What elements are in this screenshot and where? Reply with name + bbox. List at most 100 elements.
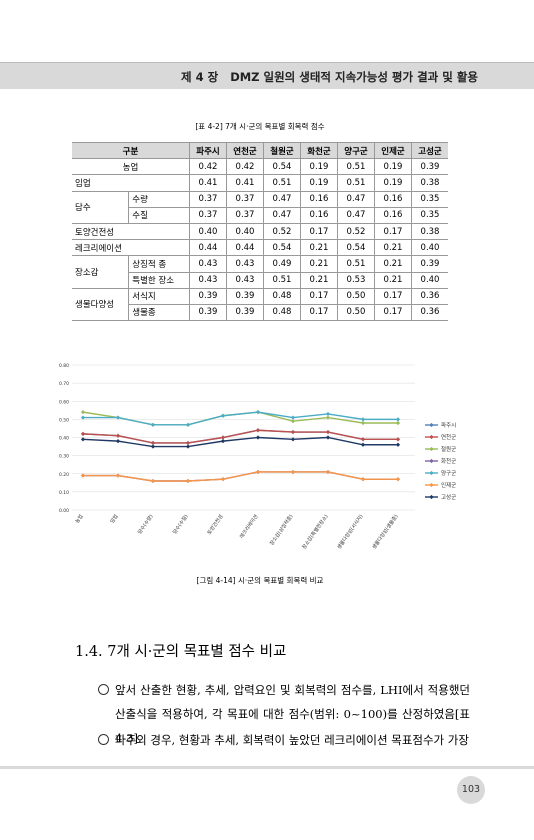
data-point	[360, 437, 366, 442]
score-cell: 0.36	[411, 287, 448, 305]
table-row: 담수 수량 0.37 0.37 0.47 0.16 0.47 0.16 0.35	[72, 190, 448, 224]
score-cell: 0.51	[337, 158, 375, 176]
score-cell: 0.21	[374, 271, 412, 289]
data-point	[150, 440, 156, 446]
score-cell: 0.21	[374, 255, 412, 273]
x-tick-label: 레크리에이션	[238, 513, 260, 540]
legend-label: 파주시	[441, 421, 456, 429]
data-point	[150, 444, 156, 449]
table-row: 수질 0.37 0.37 0.47 0.16 0.47 0.16 0.35	[72, 206, 448, 224]
score-cell: 0.51	[337, 174, 375, 192]
score-cell: 0.16	[374, 206, 412, 224]
score-cell: 0.40	[226, 222, 264, 241]
y-tick-label: 0.10	[59, 490, 69, 496]
data-point	[290, 437, 296, 442]
score-cell: 0.54	[337, 239, 375, 257]
goal-cell: 담수	[72, 190, 130, 224]
goal-cell: 생물다양성	[72, 287, 130, 322]
y-tick-label: 0.60	[59, 399, 69, 405]
data-point	[80, 410, 86, 415]
x-tick-label: 생물다양성(서식지)	[336, 513, 365, 550]
x-tick-label: 장소감(특별한장소)	[301, 513, 330, 550]
data-point	[115, 473, 121, 478]
data-point	[185, 440, 191, 446]
chart: 0.00 0.10 0.20 0.30 0.40 0.50 0.60 0.70 0.80 농업 임업…	[59, 363, 456, 550]
data-point	[150, 478, 156, 484]
score-cell: 0.41	[189, 174, 227, 192]
score-cell: 0.47	[263, 206, 301, 224]
data-point	[80, 431, 86, 436]
column-header: 철원군	[263, 141, 301, 160]
score-cell: 0.39	[411, 255, 448, 273]
data-point	[395, 477, 401, 482]
score-cell: 0.17	[300, 222, 338, 241]
score-cell: 0.16	[300, 190, 338, 208]
data-point	[115, 439, 121, 444]
score-cell: 0.41	[226, 174, 264, 192]
score-cell: 0.53	[337, 271, 375, 289]
header-title: 제 4 장 DMZ 일원의 생태적 지속가능성 평가 결과 및 활용	[181, 70, 478, 84]
score-cell: 0.39	[189, 303, 227, 322]
score-cell: 0.16	[374, 190, 412, 208]
data-point	[325, 429, 331, 435]
score-cell: 0.54	[263, 158, 301, 176]
data-point	[220, 413, 226, 418]
column-header: 화천군	[300, 141, 338, 160]
column-header: 양구군	[337, 141, 375, 160]
score-cell: 0.19	[374, 158, 412, 176]
data-point	[290, 415, 296, 420]
data-point	[80, 415, 86, 420]
column-header: 고성군	[411, 141, 448, 160]
score-cell: 0.49	[263, 255, 301, 273]
data-point	[185, 422, 191, 427]
header-row: 구분 파주시 연천군 철원군 화천군 양구군 인제군 고성군	[72, 141, 448, 160]
header-band: 제 4 장 DMZ 일원의 생태적 지속가능성 평가 결과 및 활용	[0, 62, 534, 89]
x-tick-label: 농업	[74, 513, 85, 525]
series-line	[82, 429, 398, 444]
data-point	[185, 478, 191, 484]
data-point	[395, 417, 401, 422]
score-cell: 0.44	[226, 239, 264, 257]
score-cell: 0.19	[300, 174, 338, 192]
score-cell: 0.36	[411, 303, 448, 322]
score-cell: 0.21	[300, 255, 338, 273]
legend-label: 인제군	[441, 481, 456, 489]
chart-caption: [그림 4-14] 시·군의 목표별 회복력 비교	[196, 576, 324, 585]
y-tick-label: 0.70	[59, 381, 69, 387]
score-cell: 0.39	[411, 158, 448, 176]
x-tick-label: 담수(수질)	[171, 513, 190, 535]
legend-label: 화천군	[441, 457, 456, 465]
table-row: 생물종 0.39 0.39 0.48 0.17 0.50 0.17 0.36	[72, 303, 448, 322]
bullet-text: 앞서 산출한 현황, 추세, 압력요인 및 회복력의 점수를, LHI에서 적용…	[115, 683, 470, 745]
legend-marker	[429, 446, 434, 452]
score-cell: 0.17	[374, 303, 412, 322]
score-cell: 0.17	[300, 287, 338, 305]
score-cell: 0.43	[189, 271, 227, 289]
score-cell: 0.35	[411, 206, 448, 224]
x-tick-label: 토양건전성	[206, 513, 225, 536]
table-row: 임업 0.41 0.41 0.51 0.19 0.51 0.19 0.38	[72, 174, 448, 192]
score-cell: 0.48	[263, 287, 301, 305]
goal-cell: 레크리에이션	[72, 239, 190, 257]
data-point	[360, 417, 366, 422]
sub-goal-cell: 특별한 장소	[128, 271, 190, 289]
score-cell: 0.52	[337, 222, 375, 241]
y-tick-label: 0.00	[59, 508, 69, 514]
x-tick-label: 임업	[109, 513, 120, 525]
score-cell: 0.37	[226, 206, 264, 224]
sub-goal-cell: 서식지	[128, 287, 190, 305]
legend-marker	[429, 470, 434, 476]
data-point	[220, 435, 226, 440]
data-point	[360, 420, 366, 426]
data-point	[395, 437, 401, 442]
score-cell: 0.17	[374, 287, 412, 305]
legend-marker	[429, 422, 434, 428]
score-table: 구분 파주시 연천군 철원군 화천군 양구군 인제군 고성군 농업 0.42 0.42 0.54 0.1…	[72, 141, 448, 322]
score-cell: 0.54	[263, 239, 301, 257]
table-row: 생물다양성 서식지 0.39 0.39 0.48 0.17 0.50 0.17 0.36	[72, 287, 448, 322]
score-cell: 0.39	[226, 303, 264, 322]
score-cell: 0.37	[226, 190, 264, 208]
data-point	[115, 415, 121, 420]
legend-label: 연천군	[441, 433, 456, 441]
